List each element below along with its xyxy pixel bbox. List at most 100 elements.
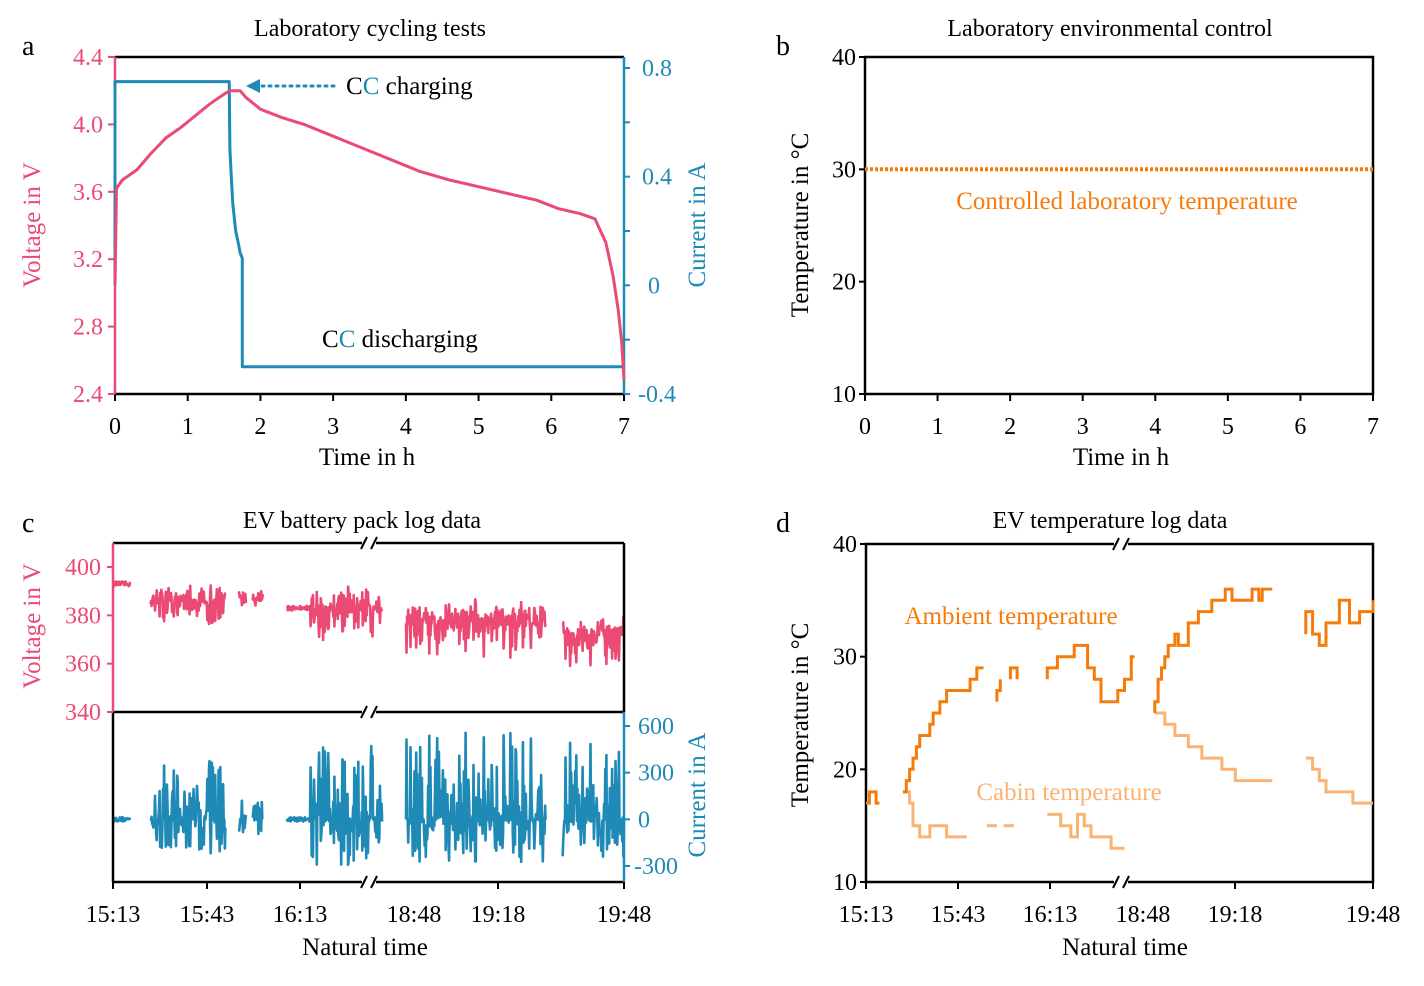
series-line-current (237, 799, 248, 834)
axis-break-mark (1112, 537, 1120, 551)
y-tick-label: 10 (832, 382, 856, 408)
axis-break-mark (360, 705, 368, 719)
series-line-ambient (995, 679, 1002, 702)
series-line-current (561, 741, 626, 858)
x-tick-label: 7 (618, 414, 630, 440)
y-tick-label: 4.4 (73, 45, 103, 71)
y-tick-label: 3.6 (73, 180, 103, 206)
x-tick-label: 19:18 (1208, 902, 1263, 928)
x-tick-label: 6 (545, 414, 557, 440)
series-line-cabin (1154, 711, 1273, 783)
plot-area-b: 0 1 2 3 4 5 6 7 10 20 30 40 Controlled laboratory te… (832, 45, 1379, 440)
x-tick-label: 2 (254, 414, 266, 440)
series-line-current (149, 759, 227, 855)
axis-break-mark (1122, 537, 1130, 551)
x-tick-label: 6 (1294, 414, 1306, 440)
chart-title-d: EV temperature log data (993, 508, 1228, 534)
x-axis-label-d: Natural time (1062, 934, 1188, 961)
series-line-voltage (237, 591, 248, 607)
chart-title-b: Laboratory environmental control (947, 16, 1273, 42)
x-tick-label: 4 (400, 414, 412, 440)
y-tick-label: 20 (832, 270, 856, 296)
annotation-prefix: C (322, 326, 339, 353)
axis-break-mark (370, 705, 378, 719)
y2-tick-label: 0.4 (642, 165, 672, 191)
x-axis-label-a: Time in h (319, 444, 416, 471)
x-axis-label-b: Time in h (1073, 444, 1170, 471)
y2-axis-label-c: Current in A (684, 733, 711, 858)
x-tick-label: 3 (327, 414, 339, 440)
annotation-ambient-temp: Ambient temperature (904, 603, 1117, 630)
plot-area-d: 15:13 15:43 16:13 18:48 19:18 19:48 10 20 30 40 Am… (833, 532, 1400, 928)
series-line-ambient (902, 666, 984, 794)
plot-area-c: 15:13 15:43 16:13 18:48 19:18 19:48 340 360 380 4… (65, 536, 678, 928)
panel-letter-b: b (776, 31, 790, 62)
y-tick-label: 380 (65, 603, 101, 629)
series-line-voltage (149, 584, 227, 626)
annotation-highlight: C (339, 326, 356, 353)
y2-axis-label-a: Current in A (684, 163, 711, 288)
x-tick-label: 5 (473, 414, 485, 440)
chart-title-a: Laboratory cycling tests (254, 16, 486, 42)
y2-tick-label: -300 (634, 854, 678, 880)
y-tick-label: 40 (833, 532, 857, 558)
series-line-current (285, 744, 384, 866)
x-tick-label: 0 (109, 414, 121, 440)
x-tick-label: 19:48 (1346, 902, 1401, 928)
y-axis-label-b: Temperature in °C (787, 133, 814, 318)
y-tick-label: 30 (832, 157, 856, 183)
axis-break-mark (370, 536, 378, 550)
series-line-ambient (866, 790, 880, 805)
y2-tick-label: 0.8 (642, 56, 672, 82)
axis-break-mark (360, 536, 368, 550)
x-tick-label: 16:13 (273, 902, 328, 928)
y-axis-label-a: Voltage in V (19, 162, 46, 287)
series-line-cabin (1047, 812, 1125, 850)
panel-letter-c: c (22, 508, 34, 539)
x-tick-label: 15:43 (931, 902, 986, 928)
y-tick-label: 340 (65, 700, 101, 726)
annotation-cc-discharging: CC discharging (322, 326, 478, 353)
y-axis-label-c: Voltage in V (19, 563, 46, 688)
x-tick-label: 15:13 (839, 902, 894, 928)
series-line-current (404, 731, 547, 863)
x-tick-label: 18:48 (1116, 902, 1171, 928)
annotation-highlight: C (363, 73, 380, 100)
x-tick-label: 4 (1149, 414, 1161, 440)
x-tick-label: 15:13 (86, 902, 141, 928)
series-line-voltage (286, 585, 384, 642)
y2-tick-label: 600 (638, 714, 674, 740)
y2-tick-label: 0 (638, 807, 650, 833)
series-line-current (251, 800, 264, 836)
y2-tick-label: 300 (638, 761, 674, 787)
x-tick-label: 2 (1004, 414, 1016, 440)
annotation-suffix: charging (379, 73, 473, 100)
series-line-current (111, 815, 132, 823)
series-line-cabin (1305, 756, 1373, 805)
series-line-ambient (1008, 666, 1019, 680)
series-line-voltage (251, 589, 265, 607)
panel-d: d EV temperature log data 15:13 15:43 16:1… (776, 508, 1400, 961)
chart-title-c: EV battery pack log data (243, 508, 481, 534)
panel-b: b Laboratory environmental control 0 1 2 3 4… (776, 16, 1379, 471)
y-tick-label: 3.2 (73, 247, 103, 273)
axis-break-mark (370, 875, 378, 889)
y-axis-label-d: Temperature in °C (787, 623, 814, 808)
y2-tick-label: -0.4 (638, 382, 676, 408)
arrow-head-icon (246, 79, 260, 93)
y-tick-label: 20 (833, 757, 857, 783)
x-tick-label: 16:13 (1023, 902, 1078, 928)
series-line-voltage (561, 615, 626, 668)
series-line-cabin (902, 790, 967, 839)
x-axis-label-c: Natural time (302, 934, 428, 961)
axis-break-mark (1112, 875, 1120, 889)
plot-frame (863, 55, 1375, 396)
annotation-cc-charging: CC charging (346, 73, 473, 100)
annotation-cabin-temp: Cabin temperature (976, 779, 1161, 806)
y-tick-label: 360 (65, 652, 101, 678)
axis-break-mark (360, 875, 368, 889)
panel-c: c EV battery pack log data 15:13 15:43 16:… (19, 508, 711, 961)
y-tick-label: 10 (833, 870, 857, 896)
y-tick-label: 40 (832, 45, 856, 71)
